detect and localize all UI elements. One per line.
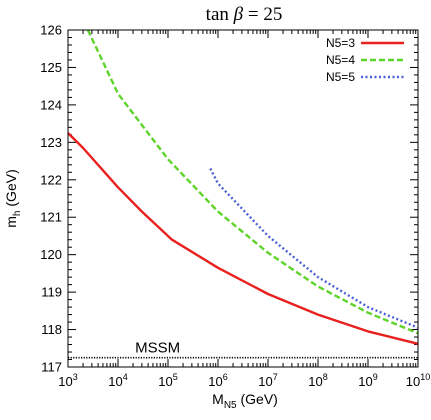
x-tick-exp: 5 — [173, 372, 178, 382]
x-tick-base: 10 — [308, 374, 322, 389]
x-tick-base: 10 — [258, 374, 272, 389]
y-tick-label: 117 — [41, 360, 62, 375]
x-tick-base: 10 — [358, 374, 372, 389]
mssm-label: MSSM — [135, 340, 180, 357]
series-line-n53 — [67, 132, 419, 345]
legend: N5=3 N5=4 N5=5 — [326, 36, 404, 84]
x-tick-label: 104 — [108, 372, 127, 389]
x-tick-label: 108 — [308, 372, 327, 389]
plot-frame — [67, 29, 419, 368]
title-part: β — [233, 4, 244, 25]
legend-label: N5=4 — [326, 53, 355, 67]
legend-label: N5=5 — [326, 70, 355, 84]
x-tick-base: 10 — [58, 374, 72, 389]
ylabel-unit: (GeV) — [3, 169, 19, 210]
title-part: tan — [206, 4, 234, 25]
y-axis-label: mh (GeV) — [3, 169, 23, 227]
x-tick-exp: 10 — [420, 372, 430, 382]
x-tick-base: 10 — [406, 374, 420, 389]
series-line-n55 — [209, 167, 419, 329]
ylabel-sub: h — [12, 211, 23, 217]
x-axis-label: MN5 (GeV) — [212, 391, 278, 411]
x-tick-exp: 3 — [73, 372, 78, 382]
y-tick-label: 123 — [40, 135, 62, 150]
x-tick-label: 1010 — [406, 372, 430, 389]
x-tick-exp: 4 — [123, 372, 128, 382]
y-tick-label: 119 — [41, 285, 62, 300]
x-tick-base: 10 — [108, 374, 122, 389]
y-tick-label: 126 — [40, 23, 62, 38]
x-tick-base: 10 — [158, 374, 172, 389]
title-part: = 25 — [243, 4, 282, 25]
x-tick-label: 103 — [58, 372, 77, 389]
x-tick-label: 106 — [208, 372, 227, 389]
y-tick-label: 122 — [40, 172, 62, 187]
y-tick-label: 124 — [40, 97, 62, 112]
x-tick-label: 105 — [158, 372, 177, 389]
y-tick-label: 121 — [40, 210, 62, 225]
reference-layer: MSSM — [68, 340, 418, 359]
x-tick-label: 109 — [358, 372, 377, 389]
x-tick-exp: 6 — [223, 372, 228, 382]
series-line-n54 — [86, 29, 419, 335]
x-tick-base: 10 — [208, 374, 222, 389]
y-tick-label: 125 — [40, 60, 62, 75]
series-layer — [67, 29, 419, 345]
xlabel-sub: N5 — [224, 400, 237, 411]
legend-label: N5=3 — [326, 36, 355, 50]
ylabel-main: m — [3, 216, 19, 228]
xlabel-main: M — [212, 391, 224, 407]
x-tick-exp: 9 — [373, 372, 378, 382]
y-tick-label: 118 — [41, 322, 62, 337]
xlabel-unit: (GeV) — [237, 391, 278, 407]
x-tick-exp: 8 — [323, 372, 328, 382]
x-tick-exp: 7 — [273, 372, 278, 382]
y-tick-label: 120 — [40, 247, 62, 262]
chart-title: tan β = 25 — [206, 4, 283, 25]
x-tick-label: 107 — [258, 372, 277, 389]
